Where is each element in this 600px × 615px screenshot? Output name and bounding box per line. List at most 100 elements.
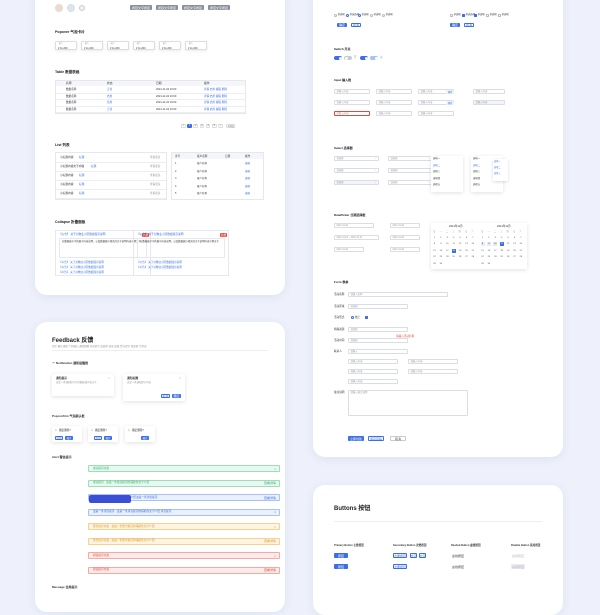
calendar-day[interactable]: 29 — [481, 262, 485, 266]
calendar-day[interactable]: 13 — [465, 242, 469, 246]
text-input[interactable]: 请输入内容 — [473, 100, 505, 105]
collapse-item[interactable]: 【公告】 关于对物业小区数据展示说明 — [137, 266, 182, 269]
popover-card[interactable]: 卡片¥ 11,200 — [55, 41, 77, 50]
calendar-day[interactable]: 10 — [493, 242, 497, 246]
date-input[interactable]: 2021-11-04 ~ 2021-11-11 — [334, 235, 379, 240]
alert-action[interactable]: 查看详情 — [264, 539, 276, 543]
form-input[interactable]: 请选择 — [348, 338, 408, 343]
calendar-day[interactable]: 5 — [506, 236, 510, 240]
calendar-day[interactable]: 6 — [513, 236, 517, 240]
pagination-item[interactable]: 10/页 — [226, 124, 235, 128]
table-header-date[interactable]: 日期 — [156, 82, 162, 85]
calendar-day[interactable]: 26 — [506, 255, 510, 259]
select-input[interactable]: 请选择⌄ — [388, 156, 433, 161]
select-input[interactable]: 请选择⌄ — [334, 168, 379, 173]
calendar-day[interactable]: 30 — [439, 262, 443, 266]
checkbox[interactable] — [474, 14, 477, 17]
calendar-day[interactable]: 22 — [481, 255, 485, 259]
calendar-day[interactable]: 28 — [519, 255, 523, 259]
date-input[interactable]: 2021-11-04 — [334, 223, 374, 228]
form-input[interactable]: 请输入内容 — [408, 369, 458, 374]
collapse-item[interactable]: 【公告】 关于对物业小区数据展示说明 — [59, 266, 104, 269]
calendar-day[interactable]: 25 — [452, 255, 456, 259]
collapse-panel-2[interactable]: 【公告】 关于对物业小区数据展示说明 新增 在数据展示中的展示内容说明，以及数据… — [133, 230, 229, 276]
form-submit-button[interactable]: 立即创建 — [348, 436, 364, 441]
switch-on[interactable] — [334, 56, 342, 60]
table-header-name[interactable]: 名称 — [66, 82, 72, 85]
calendar-day[interactable]: 22 — [433, 255, 437, 259]
dashed-button[interactable]: 虚线按钮 — [451, 564, 465, 569]
calendar-day[interactable]: 7 — [519, 236, 523, 240]
text-input[interactable]: 请输入内容 — [418, 111, 454, 116]
avatar-button-4[interactable]: 按钮文字按钮 — [208, 5, 230, 10]
calendar-day[interactable]: 30 — [487, 262, 491, 266]
calendar-day[interactable]: 19 — [458, 249, 462, 253]
pagination-item[interactable]: 4 — [206, 124, 211, 128]
calendar-day[interactable]: 4 — [452, 236, 456, 240]
calendar-day[interactable]: 18 — [500, 249, 504, 253]
close-icon[interactable]: × — [179, 377, 181, 380]
collapse-item[interactable]: 【公告】 关于对物业小区数据展示说明 — [137, 261, 182, 264]
calendar-day[interactable]: 8 — [433, 242, 437, 246]
popconfirm-ok-button[interactable]: 确定 — [141, 436, 149, 440]
calendar-day[interactable]: 6 — [465, 236, 469, 240]
alert-action[interactable]: 查看详情 — [264, 496, 276, 500]
avatar-button-2[interactable]: 按钮文字按钮 — [156, 5, 178, 10]
input-search-button[interactable]: 搜索 — [446, 90, 454, 94]
select-option[interactable]: 选项二 — [473, 165, 480, 168]
pagination-item[interactable]: < — [181, 124, 186, 128]
calendar-day[interactable]: 8 — [481, 242, 485, 246]
calendar-day[interactable]: 1 — [433, 236, 437, 240]
form-save-button[interactable]: 保存草稿 — [368, 436, 384, 441]
select-option[interactable]: 选项一 — [433, 158, 440, 161]
popover-card[interactable]: 卡片¥ 11,200 — [133, 41, 155, 50]
calendar-day[interactable]: 29 — [433, 262, 437, 266]
calendar-day[interactable]: 2 — [487, 236, 491, 240]
radio[interactable] — [382, 14, 385, 17]
avatar-button-1[interactable]: 按钮文字按钮 — [130, 5, 152, 10]
radio[interactable] — [334, 14, 337, 17]
form-input[interactable]: 请输入名称 — [348, 292, 448, 297]
switch-off[interactable] — [344, 56, 352, 60]
notification-ok-button[interactable]: 确定 — [172, 394, 181, 398]
calendar-day[interactable]: 9 — [487, 242, 491, 246]
small-table-op[interactable]: 编辑 — [245, 177, 250, 180]
popconfirm-cancel-button[interactable]: 取消 — [94, 436, 102, 440]
text-input[interactable]: 请输入内容 — [334, 100, 370, 105]
calendar-day[interactable]: 23 — [439, 255, 443, 259]
cascader-option[interactable]: 选项一 — [494, 161, 501, 164]
calendar-day[interactable]: 14 — [519, 242, 523, 246]
calendar-day[interactable]: 14 — [471, 242, 475, 246]
select-option[interactable]: 选项五 — [433, 184, 440, 187]
alert-action[interactable]: 查看详情 — [264, 568, 276, 572]
calendar-day[interactable]: 24 — [445, 255, 449, 259]
text-input[interactable]: 请输入内容 — [334, 89, 370, 94]
calendar-day[interactable]: 21 — [519, 249, 523, 253]
calendar-day[interactable]: 1 — [481, 236, 485, 240]
date-input[interactable]: 2021-11-04 — [390, 247, 420, 252]
secondary-text-button[interactable]: 文字 — [410, 553, 417, 558]
text-input[interactable]: 请输入内容 — [376, 89, 412, 94]
table-cell-ops[interactable]: 详情 启用 编辑 删除 — [204, 95, 227, 98]
notification-cancel-button[interactable]: 取消 — [161, 394, 170, 398]
pagination-item[interactable]: 3 — [200, 124, 205, 128]
form-input[interactable]: 请选择 — [348, 304, 408, 309]
text-input[interactable]: 请输入内容 — [376, 111, 412, 116]
radio[interactable] — [351, 316, 354, 319]
cancel-button[interactable]: 取消 — [351, 23, 361, 27]
calendar-day[interactable]: 21 — [471, 249, 475, 253]
form-input[interactable]: 请输入内容 — [348, 379, 398, 384]
calendar-day[interactable]: 12 — [506, 242, 510, 246]
text-input[interactable]: 请输入内容 — [376, 100, 412, 105]
alert-action[interactable]: × — [274, 467, 276, 471]
secondary-button[interactable]: 次要按钮 — [393, 553, 407, 558]
pagination-item[interactable]: > — [218, 124, 223, 128]
alert-action[interactable]: × — [274, 554, 276, 558]
list-item-more[interactable]: 查看更多 — [150, 156, 160, 159]
calendar-day[interactable]: 25 — [500, 255, 504, 259]
table-cell-ops[interactable]: 详情 启用 编辑 删除 — [204, 108, 227, 111]
primary-button[interactable]: 按钮 — [334, 564, 348, 569]
input-search-button[interactable]: 搜索 — [446, 101, 454, 105]
select-option[interactable]: 选项五 — [473, 184, 480, 187]
calendar-day[interactable]: 20 — [465, 249, 469, 253]
